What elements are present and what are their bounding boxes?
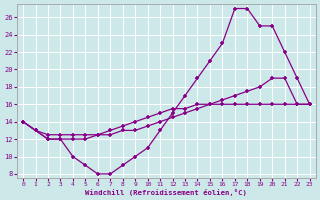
X-axis label: Windchill (Refroidissement éolien,°C): Windchill (Refroidissement éolien,°C) (85, 189, 247, 196)
